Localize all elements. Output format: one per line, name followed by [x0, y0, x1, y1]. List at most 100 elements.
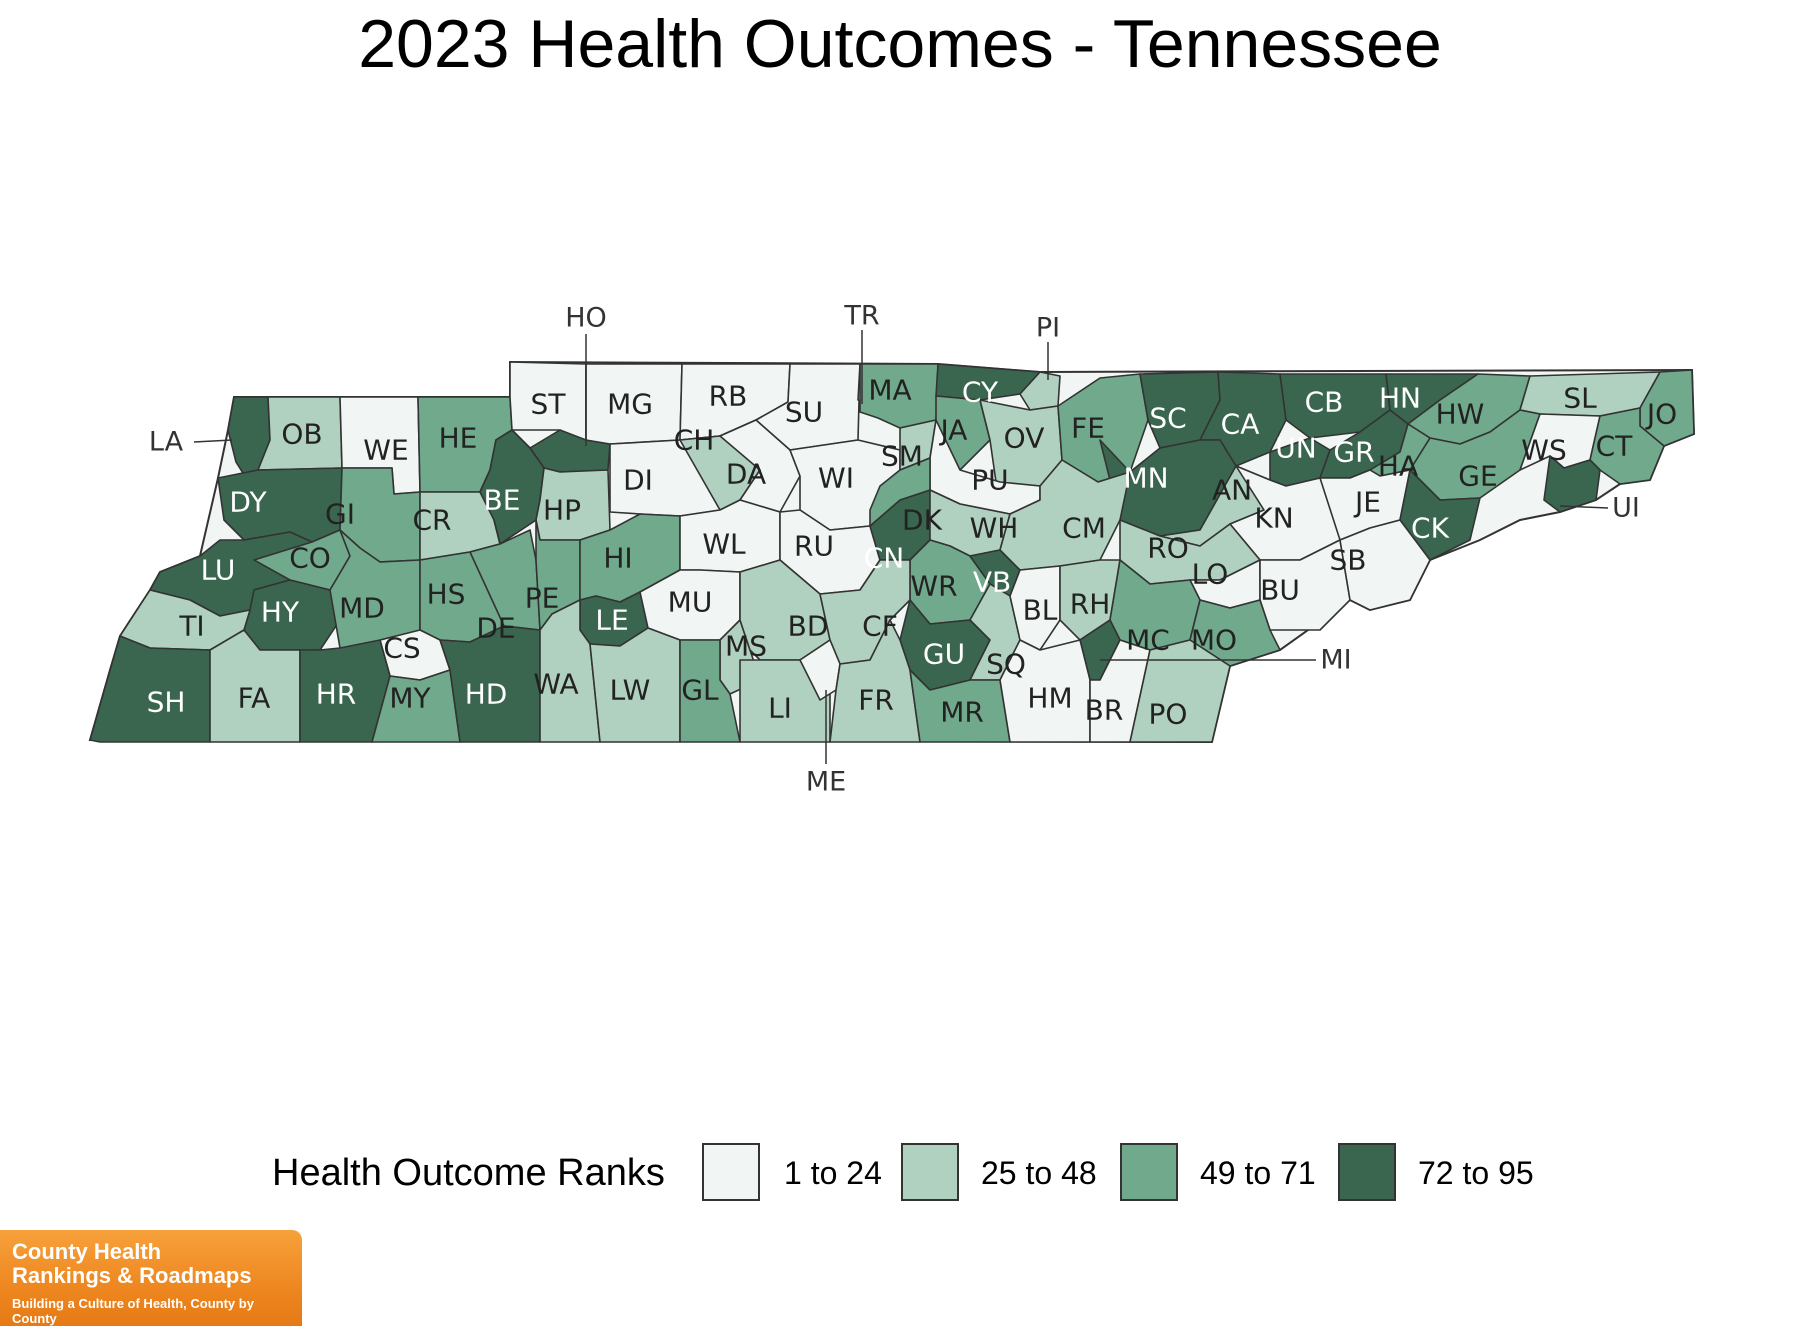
- county-label-wh: WH: [970, 512, 1019, 545]
- legend-swatch-25-to-48: [901, 1143, 959, 1201]
- county-label-je: JE: [1353, 486, 1381, 519]
- legend-swatch-1-to-24: [702, 1143, 760, 1201]
- county-label-bu: BU: [1260, 574, 1300, 607]
- county-label-sh: SH: [147, 686, 186, 719]
- county-label-br: BR: [1085, 694, 1124, 727]
- county-label-kn: KN: [1254, 502, 1293, 535]
- legend-label-1-to-24: 1 to 24: [784, 1155, 882, 1191]
- county-label-wa: WA: [533, 668, 578, 701]
- county-label-he: HE: [439, 422, 478, 455]
- county-my[interactable]: [371, 669, 461, 743]
- county-label-we: WE: [363, 434, 408, 467]
- logo-line-2: Rankings & Roadmaps: [12, 1263, 252, 1288]
- county-label-ck: CK: [1411, 512, 1450, 545]
- county-label-vb: VB: [973, 566, 1011, 599]
- county-label-ge: GE: [1458, 460, 1497, 493]
- county-label-la: LA: [149, 427, 184, 458]
- county-label-ti: TI: [178, 610, 204, 643]
- county-label-st: ST: [531, 388, 567, 421]
- county-label-hn: HN: [1379, 382, 1421, 415]
- map-title: 2023 Health Outcomes - Tennessee: [358, 6, 1442, 82]
- county-label-sm: SM: [881, 440, 923, 473]
- county-label-hm: HM: [1027, 682, 1072, 715]
- county-label-mu: MU: [668, 586, 713, 619]
- county-label-mr: MR: [940, 696, 984, 729]
- county-label-ch: CH: [674, 424, 715, 457]
- county-label-md: MD: [339, 592, 385, 625]
- logo-line-1: County Health: [12, 1239, 162, 1264]
- county-da[interactable]: [719, 419, 801, 513]
- county-label-hi: HI: [603, 542, 632, 575]
- county-label-fe: FE: [1071, 412, 1105, 445]
- county-label-cy: CY: [962, 376, 999, 409]
- county-label-le: LE: [595, 604, 628, 637]
- legend-title: Health Outcome Ranks: [272, 1152, 665, 1194]
- county-label-hr: HR: [316, 678, 357, 711]
- county-label-di: DI: [623, 464, 653, 497]
- county-label-cr: CR: [412, 504, 451, 537]
- county-label-rh: RH: [1070, 588, 1111, 621]
- county-label-lu: LU: [201, 554, 236, 587]
- county-label-dk: DK: [902, 504, 943, 537]
- county-label-hs: HS: [427, 578, 466, 611]
- county-label-pi: PI: [1036, 313, 1060, 344]
- logo-tagline: Building a Culture of Health, County by …: [12, 1296, 254, 1326]
- county-label-ha: HA: [1378, 450, 1418, 483]
- county-label-ca: CA: [1221, 408, 1260, 441]
- county-label-gi: GI: [325, 498, 355, 531]
- county-label-ct: CT: [1596, 430, 1634, 463]
- county-label-lw: LW: [610, 674, 651, 707]
- county-hr[interactable]: [299, 639, 391, 743]
- county-label-gu: GU: [923, 638, 965, 671]
- county-label-ru: RU: [794, 530, 834, 563]
- county-label-ro: RO: [1147, 532, 1189, 565]
- county-label-ob: OB: [281, 418, 322, 451]
- county-label-sq: SQ: [986, 648, 1026, 681]
- county-label-fa: FA: [238, 682, 271, 715]
- county-label-sl: SL: [1563, 382, 1597, 415]
- county-label-ws: WS: [1521, 434, 1566, 467]
- legend-label-49-to-71: 49 to 71: [1200, 1155, 1316, 1191]
- leader-line-ui: [1559, 505, 1609, 509]
- county-cy[interactable]: [935, 363, 1041, 401]
- county-label-ms: MS: [725, 630, 767, 663]
- county-label-mo: MO: [1191, 624, 1237, 657]
- county-dk[interactable]: [869, 457, 931, 527]
- county-label-de: DE: [476, 612, 515, 645]
- county-label-wl: WL: [702, 528, 746, 561]
- county-label-cf: CF: [862, 610, 898, 643]
- county-label-pu: PU: [971, 464, 1008, 497]
- county-hm[interactable]: [999, 639, 1091, 743]
- county-sb[interactable]: [1339, 519, 1431, 611]
- county-label-li: LI: [768, 692, 792, 725]
- county-label-cn: CN: [864, 542, 905, 575]
- county-label-pe: PE: [525, 582, 560, 615]
- county-label-ma: MA: [868, 374, 911, 407]
- county-gl[interactable]: [679, 639, 741, 743]
- county-label-mg: MG: [607, 388, 653, 421]
- county-label-lo: LO: [1192, 558, 1229, 591]
- county-label-mc: MC: [1126, 624, 1170, 657]
- county-label-hy: HY: [261, 596, 300, 629]
- legend-swatch-72-to-95: [1338, 1143, 1396, 1201]
- county-label-gr: GR: [1333, 436, 1374, 469]
- county-label-hp: HP: [543, 494, 581, 527]
- county-label-sc: SC: [1149, 402, 1186, 435]
- county-label-co: CO: [289, 542, 331, 575]
- county-label-an: AN: [1212, 474, 1252, 507]
- county-label-su: SU: [785, 396, 823, 429]
- county-label-mi: MI: [1320, 645, 1351, 676]
- county-label-bd: BD: [788, 610, 829, 643]
- county-label-jo: JO: [1645, 398, 1677, 431]
- county-wa[interactable]: [539, 599, 601, 743]
- county-label-tr: TR: [843, 301, 879, 332]
- county-label-me: ME: [806, 767, 846, 798]
- legend-swatch-49-to-71: [1120, 1143, 1178, 1201]
- county-label-rb: RB: [709, 380, 748, 413]
- county-label-cb: CB: [1305, 386, 1344, 419]
- county-po[interactable]: [1129, 639, 1231, 743]
- legend-label-25-to-48: 25 to 48: [981, 1155, 1097, 1191]
- county-label-cm: CM: [1062, 512, 1106, 545]
- county-label-be: BE: [484, 484, 521, 517]
